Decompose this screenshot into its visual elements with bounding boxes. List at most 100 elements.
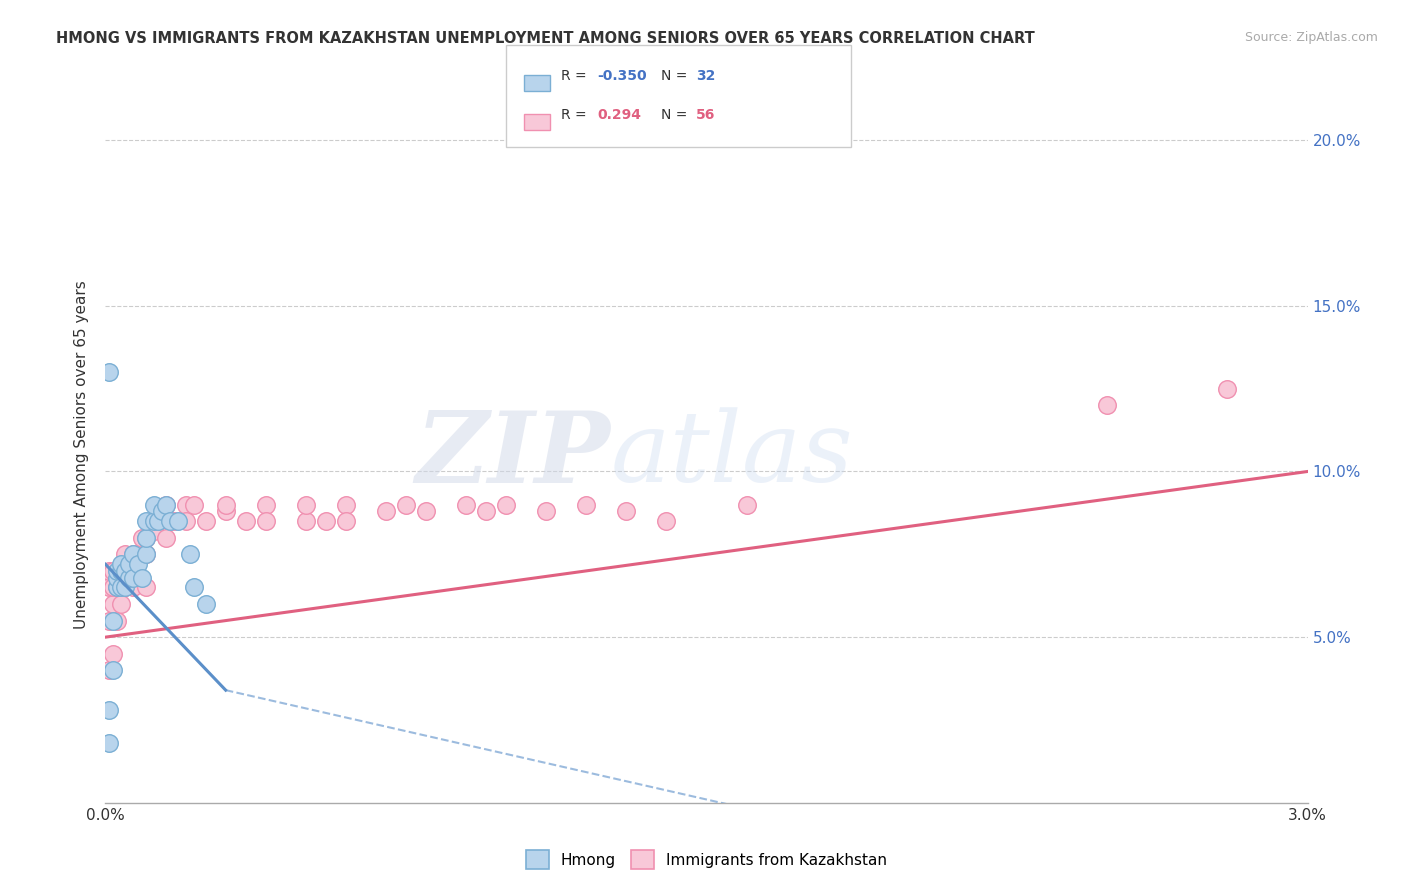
Point xyxy=(159,514,181,528)
Point xyxy=(142,498,165,512)
Text: 32: 32 xyxy=(696,69,716,83)
Point xyxy=(127,547,149,561)
Point xyxy=(235,514,257,528)
Point xyxy=(166,514,188,528)
Text: atlas: atlas xyxy=(610,408,853,502)
Point xyxy=(122,547,145,561)
Point xyxy=(114,581,136,595)
Point xyxy=(110,581,132,595)
Text: R =: R = xyxy=(561,69,591,83)
Point xyxy=(118,558,141,572)
Y-axis label: Unemployment Among Seniors over 65 years: Unemployment Among Seniors over 65 years xyxy=(75,281,90,629)
Point xyxy=(575,498,598,512)
Point xyxy=(495,498,517,512)
Point xyxy=(179,547,201,561)
Point xyxy=(98,581,121,595)
Point xyxy=(295,498,318,512)
Point xyxy=(155,531,177,545)
Point xyxy=(155,498,177,512)
Point xyxy=(254,514,277,528)
Text: R =: R = xyxy=(561,108,595,122)
Point xyxy=(118,570,141,584)
Point xyxy=(98,365,121,379)
Point xyxy=(118,564,141,578)
Point xyxy=(1097,398,1119,412)
Point xyxy=(142,514,165,528)
Point xyxy=(110,597,132,611)
Point xyxy=(214,504,236,518)
Point xyxy=(454,498,477,512)
Point xyxy=(114,547,136,561)
Text: ZIP: ZIP xyxy=(415,407,610,503)
Point xyxy=(315,514,337,528)
Point xyxy=(335,514,357,528)
Legend: Hmong, Immigrants from Kazakhstan: Hmong, Immigrants from Kazakhstan xyxy=(520,845,893,875)
Point xyxy=(103,647,125,661)
Point xyxy=(135,547,157,561)
Text: 56: 56 xyxy=(696,108,716,122)
Point xyxy=(214,498,236,512)
Point xyxy=(616,504,638,518)
Point xyxy=(110,564,132,578)
Point xyxy=(374,504,398,518)
Text: N =: N = xyxy=(661,69,692,83)
Point xyxy=(131,531,153,545)
Point xyxy=(110,558,132,572)
Point xyxy=(183,581,205,595)
Point xyxy=(150,504,173,518)
Point xyxy=(142,524,165,538)
Point xyxy=(110,564,132,578)
Point xyxy=(254,498,277,512)
Point xyxy=(98,564,121,578)
Point xyxy=(98,736,121,750)
Point xyxy=(174,498,197,512)
Point xyxy=(162,514,184,528)
Point xyxy=(174,514,197,528)
Text: Source: ZipAtlas.com: Source: ZipAtlas.com xyxy=(1244,31,1378,45)
Point xyxy=(415,504,437,518)
Point xyxy=(103,581,125,595)
Point xyxy=(135,581,157,595)
Point xyxy=(122,581,145,595)
Point xyxy=(135,514,157,528)
Text: -0.350: -0.350 xyxy=(598,69,647,83)
Point xyxy=(107,614,129,628)
Point xyxy=(103,597,125,611)
Point xyxy=(103,614,125,628)
Point xyxy=(146,514,169,528)
Point xyxy=(131,570,153,584)
Point xyxy=(155,498,177,512)
Point xyxy=(103,564,125,578)
Point xyxy=(114,564,136,578)
Point xyxy=(107,581,129,595)
Point xyxy=(98,614,121,628)
Point xyxy=(107,581,129,595)
Point xyxy=(103,663,125,677)
Point xyxy=(335,498,357,512)
Point xyxy=(183,498,205,512)
Point xyxy=(114,581,136,595)
Point xyxy=(135,547,157,561)
Point xyxy=(122,547,145,561)
Point xyxy=(475,504,498,518)
Point xyxy=(127,558,149,572)
Text: 0.294: 0.294 xyxy=(598,108,641,122)
Point xyxy=(114,581,136,595)
Point xyxy=(194,597,217,611)
Point xyxy=(98,703,121,717)
Point xyxy=(395,498,418,512)
Point xyxy=(107,581,129,595)
Text: N =: N = xyxy=(661,108,692,122)
Point xyxy=(534,504,557,518)
Point xyxy=(107,570,129,584)
Point xyxy=(194,514,217,528)
Text: HMONG VS IMMIGRANTS FROM KAZAKHSTAN UNEMPLOYMENT AMONG SENIORS OVER 65 YEARS COR: HMONG VS IMMIGRANTS FROM KAZAKHSTAN UNEM… xyxy=(56,31,1035,46)
Point xyxy=(295,514,318,528)
Point xyxy=(146,514,169,528)
Point xyxy=(98,663,121,677)
Point xyxy=(655,514,678,528)
Point xyxy=(1216,382,1239,396)
Point xyxy=(135,531,157,545)
Point xyxy=(135,531,157,545)
Point xyxy=(735,498,758,512)
